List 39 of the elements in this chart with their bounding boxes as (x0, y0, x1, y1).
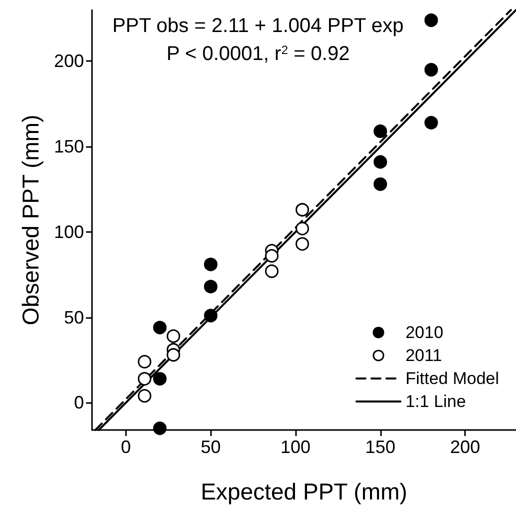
x-tick-label: 200 (450, 437, 480, 457)
point (374, 124, 388, 138)
point (153, 320, 167, 334)
point (138, 354, 152, 368)
point (296, 222, 310, 236)
annotation: PPT obs = 2.11 + 1.004 PPT exp (112, 15, 404, 37)
point (204, 280, 218, 294)
point (166, 329, 180, 343)
point (296, 237, 310, 251)
y-tick-label: 150 (54, 136, 84, 157)
point (424, 116, 438, 130)
y-tick-label: 50 (64, 307, 84, 328)
point (138, 372, 152, 386)
point (424, 13, 438, 27)
point (296, 203, 310, 217)
point (374, 155, 388, 169)
point (265, 264, 279, 278)
x-tick-label: 50 (200, 437, 221, 457)
legend-label: Fitted Model (405, 369, 500, 388)
point (374, 177, 388, 191)
point (204, 308, 218, 322)
point (153, 372, 167, 386)
point (204, 258, 218, 272)
y-tick-label: 0 (74, 392, 84, 413)
point (265, 249, 279, 263)
y-tick-label: 200 (54, 51, 84, 72)
x-tick-label: 150 (365, 437, 396, 457)
x-tick-label: 100 (280, 437, 311, 457)
x-axis-title: Expected PPT (mm) (200, 478, 408, 504)
y-axis-title: Observed PPT (mm) (18, 114, 44, 326)
legend-label: 1:1 Line (405, 392, 466, 411)
point (424, 63, 438, 77)
x-tick-label: 0 (120, 437, 131, 457)
legend-label: 2011 (405, 346, 442, 365)
point (166, 348, 180, 362)
legend-label: 2010 (405, 323, 444, 342)
point (153, 422, 167, 436)
y-tick-label: 100 (54, 222, 84, 242)
point (138, 389, 152, 403)
